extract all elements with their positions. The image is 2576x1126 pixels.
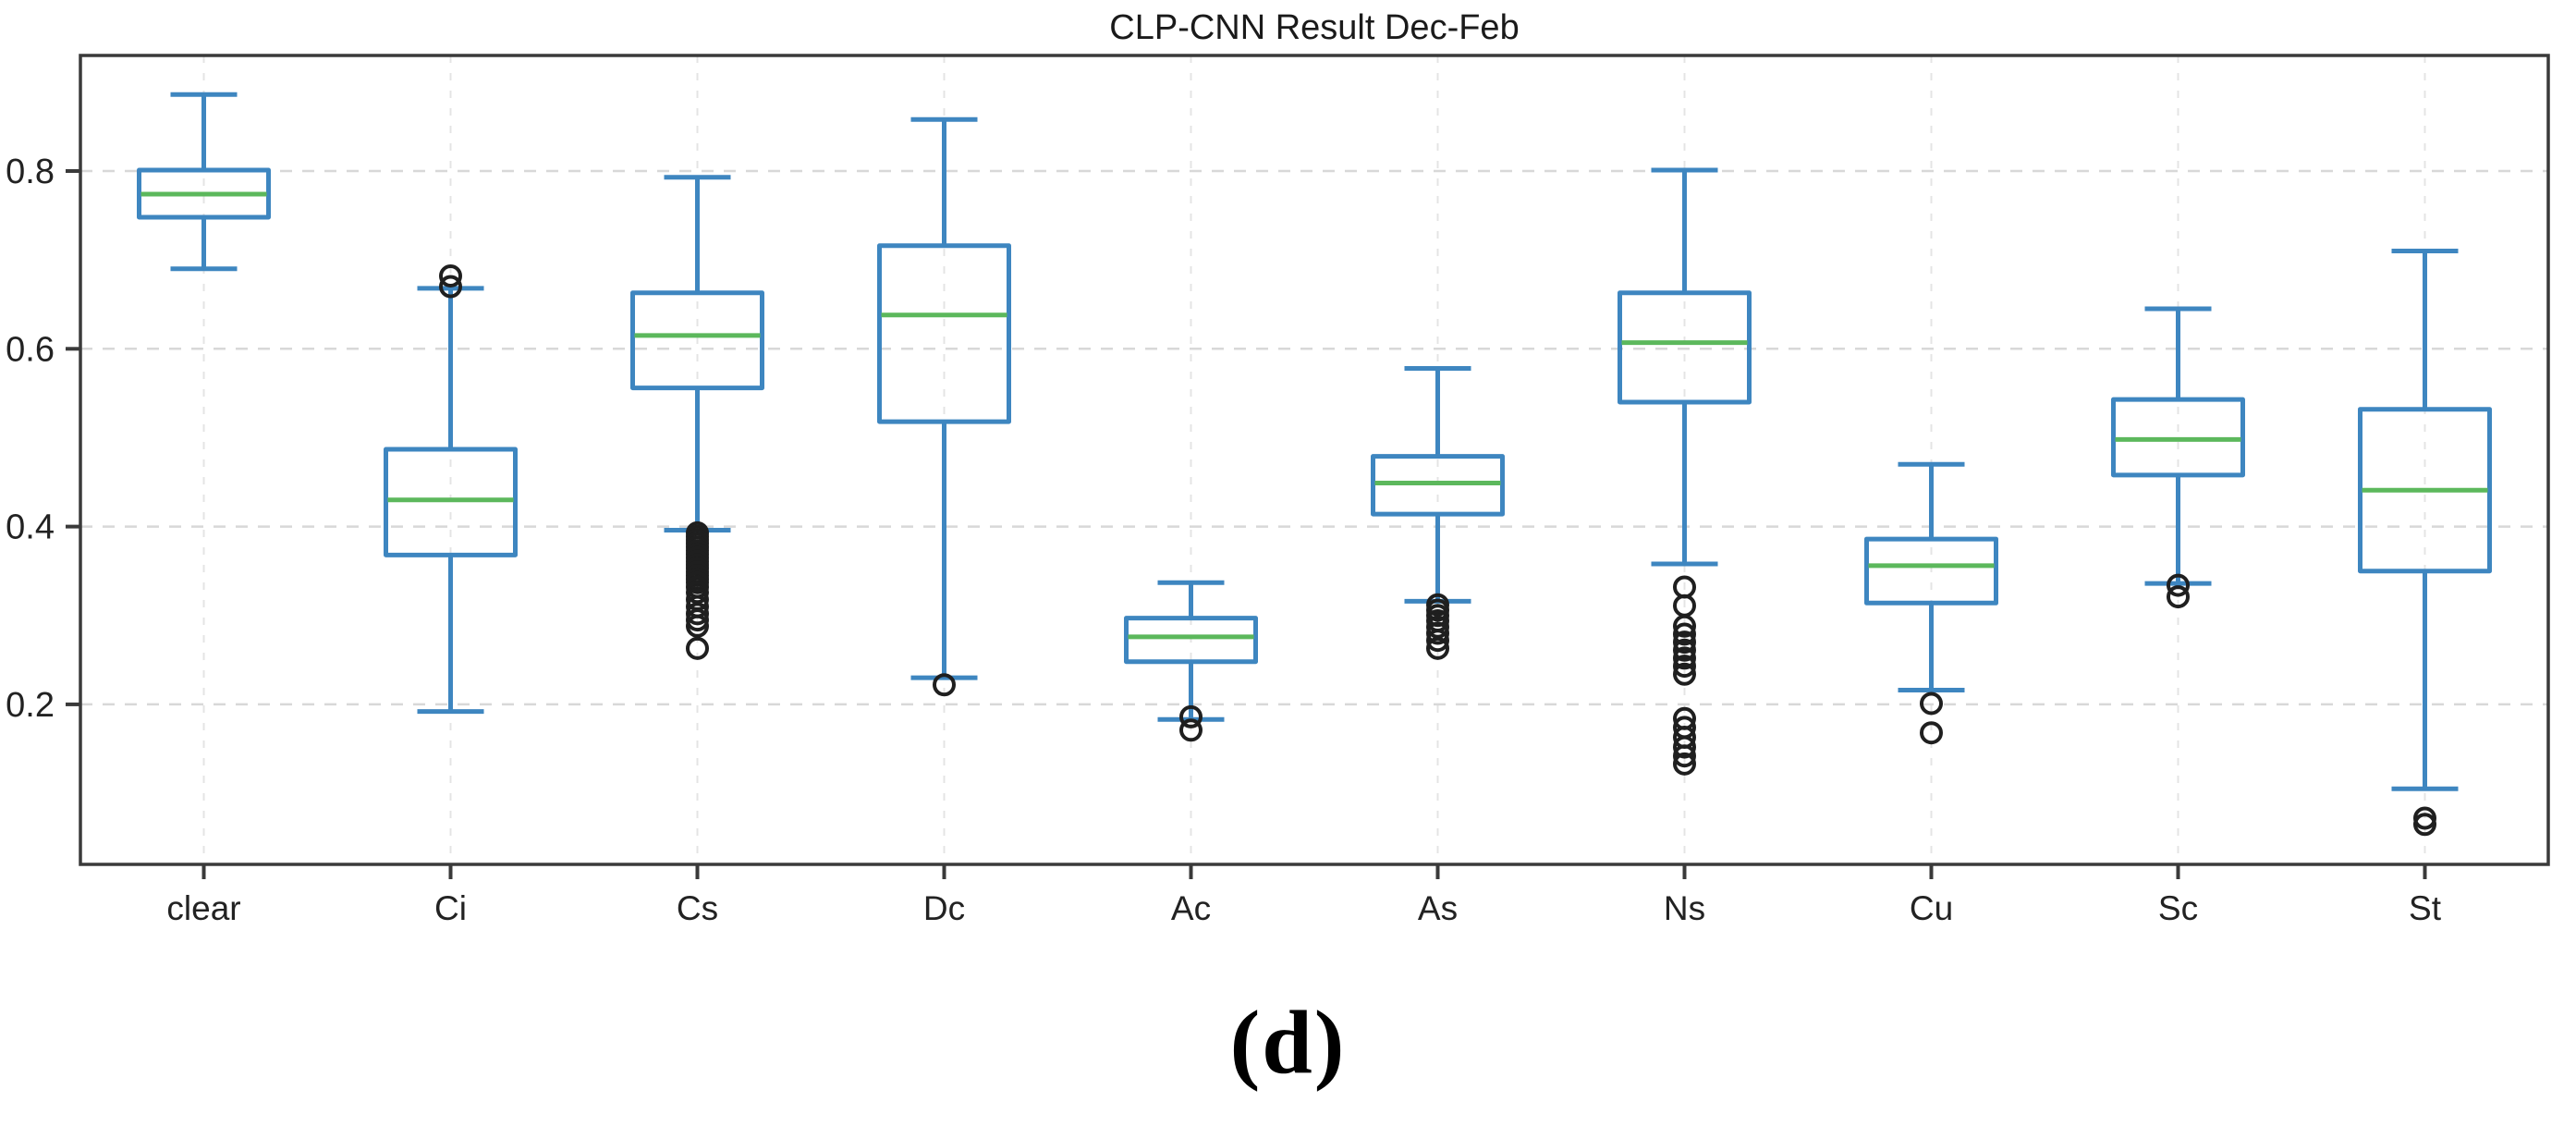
y-tick-label: 0.2 xyxy=(6,686,55,725)
x-tick-label-As: As xyxy=(1418,889,1458,927)
box-Ns xyxy=(1618,290,1752,405)
outlier-point-Ns xyxy=(1673,646,1696,670)
y-tick-label: 0.6 xyxy=(6,330,55,369)
outlier-point-Ns xyxy=(1673,735,1696,759)
outlier-point-Cs xyxy=(686,614,709,638)
outlier-point-Ns xyxy=(1673,655,1696,679)
outlier-point-Ci xyxy=(439,263,462,288)
x-tick-label-Sc: Sc xyxy=(2158,889,2198,927)
outlier-point-Cs xyxy=(686,581,709,605)
outlier-point-Ns xyxy=(1673,752,1696,776)
box-Ci xyxy=(384,447,518,557)
x-tick-label-clear: clear xyxy=(166,889,240,927)
outlier-point-Cu xyxy=(1920,692,1943,716)
outlier-point-Ns xyxy=(1673,662,1696,686)
box-St xyxy=(2358,407,2492,574)
y-tick-label: 0.8 xyxy=(6,153,55,191)
y-tick-label: 0.4 xyxy=(6,508,55,547)
outlier-point-Sc xyxy=(2167,585,2190,609)
outlier-point-Ns xyxy=(1673,614,1696,638)
box-Cs xyxy=(630,290,764,391)
box-clear xyxy=(137,167,271,220)
x-tick-label-Ci: Ci xyxy=(434,889,467,927)
caption-text: (d) xyxy=(1229,993,1347,1093)
outlier-point-Cs xyxy=(686,636,709,660)
box-As xyxy=(1371,454,1505,517)
x-tick-label-Dc: Dc xyxy=(923,889,965,927)
figure-caption: (d) xyxy=(0,991,2576,1095)
outlier-point-Ns xyxy=(1673,638,1696,662)
outlier-point-St xyxy=(2413,813,2436,837)
outlier-point-Cu xyxy=(1920,721,1943,745)
outlier-point-Ac xyxy=(1179,718,1203,742)
chart-title: CLP-CNN Result Dec-Feb xyxy=(1109,8,1519,47)
outlier-point-As xyxy=(1426,629,1449,653)
outlier-point-Ci xyxy=(439,275,462,299)
x-tick-label-Cs: Cs xyxy=(677,889,718,927)
outlier-point-As xyxy=(1426,636,1449,660)
boxplot-chart: 0.2 0.4 0.6 0.8 clear Ci Cs Dc Ac As Ns Cu Sc St CLP-C… xyxy=(6,8,2550,927)
box-Ac xyxy=(1124,616,1258,665)
plot-border xyxy=(79,54,2550,866)
x-tick-label-Ac: Ac xyxy=(1171,889,1211,927)
x-tick-label-Cu: Cu xyxy=(1910,889,1953,927)
outlier-point-Ac xyxy=(1179,704,1203,728)
x-tick-label-St: St xyxy=(2409,889,2442,927)
box-Dc xyxy=(877,243,1011,424)
outlier-point-Dc xyxy=(933,673,956,697)
x-tick-label-Ns: Ns xyxy=(1664,889,1705,927)
outlier-point-Ns xyxy=(1673,622,1696,646)
outlier-point-Ns xyxy=(1673,744,1696,768)
box-Cu xyxy=(1864,536,1998,606)
outlier-point-As xyxy=(1426,621,1449,645)
box-Sc xyxy=(2111,397,2245,478)
outlier-point-Ns xyxy=(1673,630,1696,655)
outlier-point-Sc xyxy=(2167,573,2190,597)
